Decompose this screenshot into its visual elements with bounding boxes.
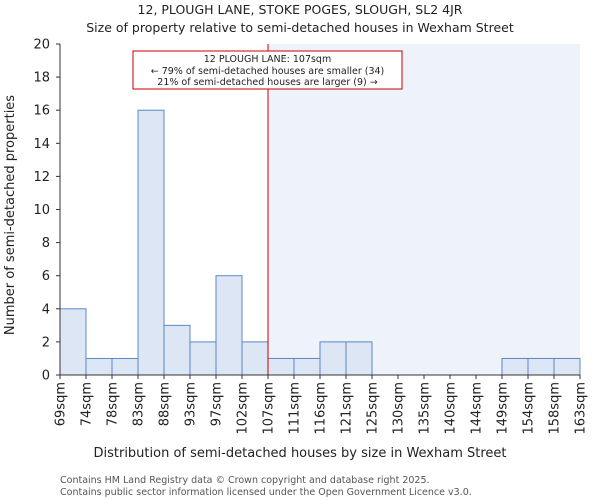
bar-93sqm xyxy=(189,341,217,376)
x-tick-label: 107sqm xyxy=(262,382,277,435)
bar-102sqm xyxy=(241,341,269,376)
x-tick-label: 111sqm xyxy=(288,382,303,435)
bar-121sqm xyxy=(345,341,373,376)
y-tick-label: 4 xyxy=(42,302,50,317)
y-tick-label: 12 xyxy=(33,170,50,185)
x-tick-label: 116sqm xyxy=(314,382,329,435)
x-tick-label: 154sqm xyxy=(522,382,537,435)
footer-line-2: Contains public sector information licen… xyxy=(60,487,472,498)
bar-69sqm xyxy=(59,308,87,376)
bar-116sqm xyxy=(319,341,347,376)
bars-group xyxy=(59,109,581,376)
y-tick-label: 10 xyxy=(33,203,50,218)
footer-line-1: Contains HM Land Registry data © Crown c… xyxy=(60,475,430,486)
bar-149sqm xyxy=(501,357,529,376)
x-tick-label: 78sqm xyxy=(106,382,121,426)
x-tick-label: 144sqm xyxy=(470,382,485,435)
y-tick-label: 6 xyxy=(42,269,50,284)
annotation-title: 12 PLOUGH LANE: 107sqm xyxy=(204,54,331,65)
x-tick-label: 149sqm xyxy=(496,382,511,435)
x-tick-label: 93sqm xyxy=(184,382,199,426)
bar-154sqm xyxy=(527,357,555,376)
bar-107sqm xyxy=(267,357,295,376)
y-tick-label: 2 xyxy=(42,335,50,350)
y-axis-label: Number of semi-detached properties xyxy=(3,95,18,335)
x-tick-label: 97sqm xyxy=(210,382,225,426)
x-tick-label: 125sqm xyxy=(366,382,381,435)
x-axis-ticks: 69sqm 74sqm 78sqm 83sqm 88sqm 93sqm 97sqm 102sq… xyxy=(54,375,589,435)
x-tick-label: 163sqm xyxy=(574,382,589,435)
larger-region-shading xyxy=(268,44,580,375)
bar-111sqm xyxy=(293,357,321,376)
bar-78sqm xyxy=(111,357,139,376)
y-tick-label: 14 xyxy=(33,137,50,152)
y-tick-label: 16 xyxy=(33,104,50,119)
x-axis-label: Distribution of semi-detached houses by … xyxy=(93,446,506,461)
y-tick-label: 8 xyxy=(42,236,50,251)
x-tick-label: 140sqm xyxy=(444,382,459,435)
chart-title: 12, PLOUGH LANE, STOKE POGES, SLOUGH, SL… xyxy=(138,2,463,17)
x-tick-label: 69sqm xyxy=(54,382,69,426)
x-tick-label: 83sqm xyxy=(132,382,147,426)
bar-88sqm xyxy=(163,324,191,376)
x-tick-label: 158sqm xyxy=(548,382,563,435)
y-tick-label: 20 xyxy=(33,38,50,53)
x-tick-label: 74sqm xyxy=(80,382,95,426)
x-tick-label: 88sqm xyxy=(158,382,173,426)
annotation-box xyxy=(132,50,403,90)
bar-158sqm xyxy=(553,357,581,376)
chart-subtitle: Size of property relative to semi-detach… xyxy=(86,20,514,35)
bar-83sqm xyxy=(137,109,165,376)
y-tick-label: 0 xyxy=(42,369,50,384)
x-tick-label: 130sqm xyxy=(392,382,407,435)
annotation-larger: 21% of semi-detached houses are larger (… xyxy=(157,77,377,88)
x-tick-label: 135sqm xyxy=(418,382,433,435)
x-tick-label: 102sqm xyxy=(236,382,251,435)
y-tick-label: 18 xyxy=(33,71,50,86)
x-tick-label: 121sqm xyxy=(340,382,355,435)
bar-97sqm xyxy=(215,275,243,376)
bar-74sqm xyxy=(85,357,113,376)
y-axis-ticks: 0 2 4 6 8 10 12 14 16 18 20 xyxy=(33,38,60,384)
annotation-smaller: ← 79% of semi-detached houses are smalle… xyxy=(151,66,385,77)
